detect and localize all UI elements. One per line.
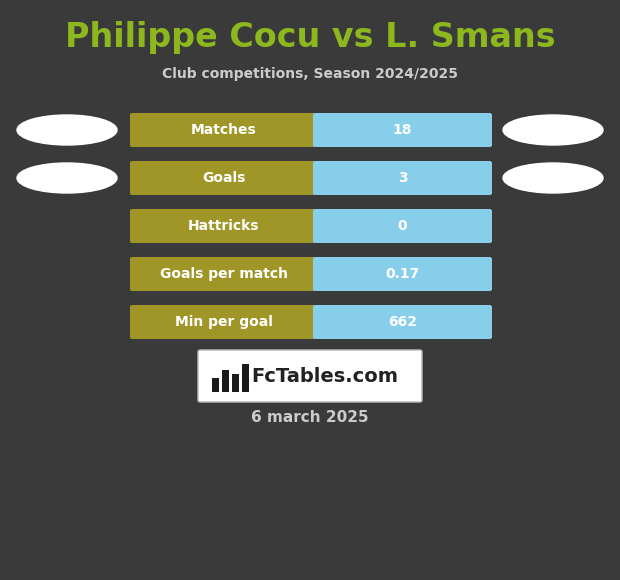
Text: 18: 18 (392, 123, 412, 137)
Ellipse shape (17, 163, 117, 193)
FancyBboxPatch shape (313, 257, 492, 291)
Ellipse shape (17, 115, 117, 145)
Text: Hattricks: Hattricks (188, 219, 259, 233)
FancyBboxPatch shape (130, 161, 317, 195)
Text: Goals: Goals (202, 171, 245, 185)
Text: 0.17: 0.17 (386, 267, 420, 281)
FancyBboxPatch shape (130, 113, 317, 147)
FancyBboxPatch shape (242, 364, 249, 392)
Text: Philippe Cocu vs L. Smans: Philippe Cocu vs L. Smans (64, 21, 556, 55)
FancyBboxPatch shape (222, 370, 229, 392)
Text: Club competitions, Season 2024/2025: Club competitions, Season 2024/2025 (162, 67, 458, 81)
Text: 6 march 2025: 6 march 2025 (251, 411, 369, 426)
FancyBboxPatch shape (313, 161, 492, 195)
FancyBboxPatch shape (212, 378, 219, 392)
Text: 3: 3 (397, 171, 407, 185)
FancyBboxPatch shape (313, 113, 492, 147)
FancyBboxPatch shape (130, 209, 317, 243)
Text: Goals per match: Goals per match (159, 267, 288, 281)
FancyBboxPatch shape (130, 257, 317, 291)
FancyBboxPatch shape (130, 305, 317, 339)
Text: Min per goal: Min per goal (175, 315, 272, 329)
Text: FcTables.com: FcTables.com (252, 367, 399, 386)
Text: 662: 662 (388, 315, 417, 329)
FancyBboxPatch shape (313, 209, 492, 243)
FancyBboxPatch shape (198, 350, 422, 402)
Text: Matches: Matches (190, 123, 257, 137)
FancyBboxPatch shape (232, 374, 239, 392)
Ellipse shape (503, 163, 603, 193)
Ellipse shape (503, 115, 603, 145)
Text: 0: 0 (397, 219, 407, 233)
FancyBboxPatch shape (313, 305, 492, 339)
